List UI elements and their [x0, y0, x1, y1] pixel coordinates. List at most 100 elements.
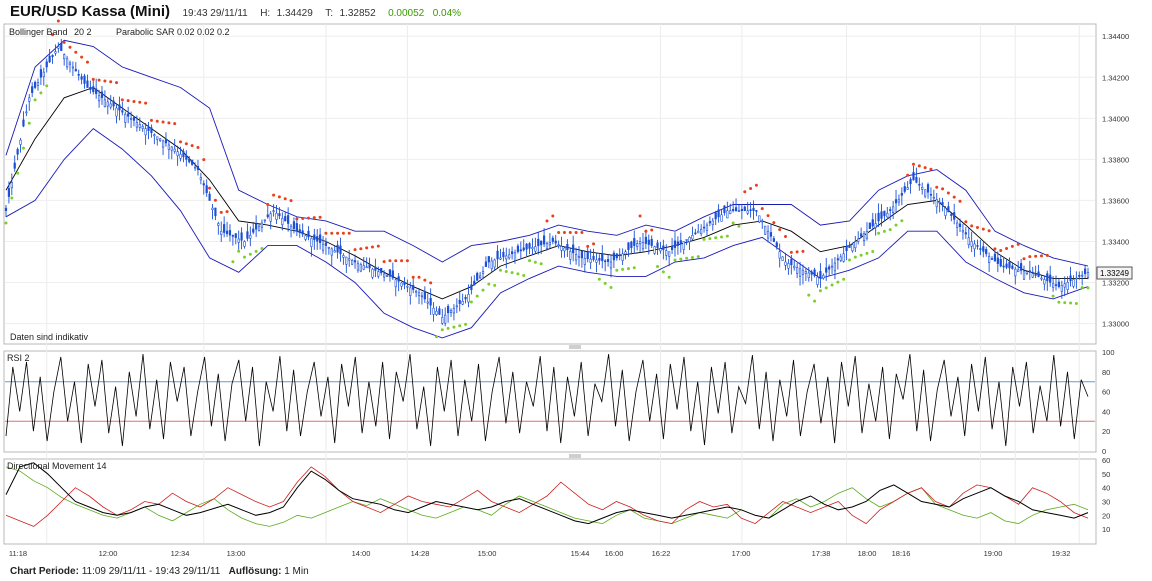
sar-dot-down — [638, 214, 642, 218]
candle-body — [592, 255, 595, 260]
sar-dot-down — [760, 207, 764, 211]
candle-body — [764, 225, 767, 235]
candle-body — [982, 246, 985, 252]
sar-dot-down — [1028, 255, 1032, 259]
sar-dot-down — [743, 190, 747, 194]
candle-body — [830, 265, 834, 268]
candle-body — [153, 134, 156, 137]
candle-body — [912, 172, 915, 181]
candle-body — [310, 238, 313, 247]
sar-dot-down — [795, 250, 799, 254]
sar-dot-down — [772, 221, 776, 225]
sar-dot-up — [847, 258, 851, 262]
candle-body — [182, 151, 185, 158]
candle-body — [112, 100, 115, 107]
sar-dot-down — [365, 246, 369, 250]
sar-dot-up — [504, 269, 508, 273]
candle-body — [796, 267, 799, 274]
candle-body — [391, 270, 394, 279]
sar-dot-down — [138, 100, 142, 104]
candle-body — [74, 68, 77, 72]
price-panel-resize-handle[interactable] — [569, 345, 581, 349]
time-tick-label: 16:00 — [605, 549, 624, 558]
dmi-tick-label: 50 — [1102, 470, 1110, 479]
candle-body — [412, 284, 415, 290]
candle-body — [272, 210, 275, 212]
candle-body — [665, 250, 668, 256]
candle-body — [1086, 271, 1090, 278]
candle-body — [880, 211, 883, 219]
candle-body — [353, 260, 357, 263]
price-tick-label: 1.33400 — [1102, 237, 1129, 246]
candle-body — [138, 124, 141, 128]
candle-body — [842, 253, 845, 262]
sar-dot-up — [871, 250, 875, 254]
sar-dot-down — [225, 210, 229, 214]
candle-body — [877, 212, 880, 222]
candle-body — [80, 76, 83, 80]
sar-dot-up — [900, 219, 904, 223]
candle-body — [534, 246, 537, 252]
candle-body — [772, 238, 775, 242]
candle-body — [319, 234, 322, 244]
candle-body — [240, 232, 243, 241]
sar-dot-down — [935, 185, 939, 189]
dmi-y-axis: 10 20 30 40 50 60 — [1102, 456, 1110, 534]
candle-body — [269, 213, 272, 222]
sar-dot-up — [539, 262, 543, 266]
candle-body — [1017, 269, 1020, 273]
candle-body — [188, 158, 191, 163]
candle-body — [668, 251, 671, 257]
candle-body — [551, 237, 554, 242]
sar-dot-up — [475, 294, 479, 298]
candle-body — [499, 257, 502, 260]
candle-body — [1011, 265, 1014, 269]
candle-body — [999, 259, 1002, 267]
candle-body — [563, 247, 566, 252]
candle-body — [717, 209, 720, 218]
sar-dot-up — [603, 281, 607, 285]
candle-body — [1066, 282, 1069, 291]
candle-body — [743, 206, 746, 211]
candle-body — [185, 155, 188, 160]
candle-body — [458, 300, 461, 304]
candle-body — [409, 287, 412, 296]
resolution-label: Auflösung: — [228, 566, 282, 577]
candle-body — [476, 272, 479, 281]
candle-body — [612, 252, 615, 261]
sar-dot-down — [975, 226, 979, 230]
candle-body — [199, 177, 202, 181]
sar-dot-down — [115, 81, 119, 85]
sar-dot-down — [184, 142, 188, 146]
candle-body — [65, 58, 69, 68]
candle-body — [918, 183, 921, 186]
sar-dot-down — [289, 199, 293, 203]
sar-dot-down — [295, 217, 299, 221]
sar-dot-down — [167, 121, 171, 125]
candle-body — [97, 95, 101, 102]
price-panel[interactable] — [3, 23, 1097, 345]
resolution-value: 1 Min — [284, 566, 309, 577]
sar-dot-down — [80, 55, 84, 59]
candle-body — [429, 297, 432, 306]
candle-body — [356, 262, 360, 271]
sar-dot-up — [720, 235, 724, 239]
candle-body — [1020, 263, 1023, 271]
candle-body — [176, 151, 179, 157]
candle-body — [609, 261, 613, 269]
dmi-panel[interactable] — [3, 458, 1097, 545]
dmi-label: Directional Movement 14 — [7, 461, 107, 471]
candle-body — [659, 248, 662, 252]
candle-body — [316, 236, 319, 242]
candle-body — [225, 230, 229, 235]
candle-body — [941, 202, 944, 205]
candle-body — [484, 261, 488, 267]
candle-body — [167, 144, 170, 150]
candle-body — [220, 230, 223, 235]
price-y-axis: 1.33000 1.33200 1.33400 1.33600 1.33800 1.340… — [1102, 32, 1129, 328]
sar-dot-down — [405, 259, 409, 263]
chart-header: EUR/USD Kassa (Mini) 19:43 29/11/11 H: 1… — [10, 3, 461, 23]
candle-body — [470, 284, 473, 291]
rsi-panel-resize-handle[interactable] — [569, 454, 581, 458]
